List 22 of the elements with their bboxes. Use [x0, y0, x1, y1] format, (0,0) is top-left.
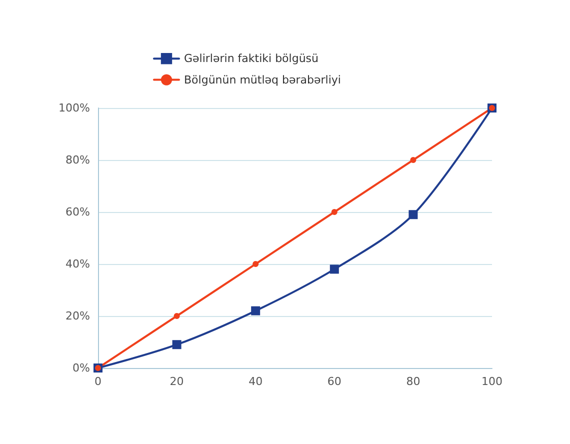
y-tick-label: 40% — [66, 258, 90, 270]
x-tick-label: 40 — [248, 375, 263, 388]
x-tick-label: 60 — [327, 375, 342, 388]
x-tick-label: 80 — [406, 375, 420, 388]
point — [331, 209, 338, 215]
x-tick-label: 100 — [482, 375, 502, 388]
y-tick-label: 60% — [66, 206, 90, 218]
y-tick-label: 100% — [58, 102, 90, 114]
y-tick-label: 0% — [72, 362, 90, 374]
y-tick-label: 80% — [66, 154, 90, 166]
point — [174, 313, 180, 319]
y-tick-label: 20% — [66, 310, 90, 322]
point — [251, 306, 260, 316]
point — [408, 210, 418, 220]
point — [330, 264, 339, 274]
legend-label: Bölgünün mütləq bərabərliyi — [184, 73, 341, 86]
x-tick-label: 0 — [94, 375, 102, 388]
point — [252, 261, 259, 267]
legend-label: Gəlirlərin faktiki bölgüsü — [184, 52, 318, 66]
point — [410, 157, 416, 163]
x-tick-label: 20 — [170, 375, 184, 388]
point — [172, 340, 182, 350]
